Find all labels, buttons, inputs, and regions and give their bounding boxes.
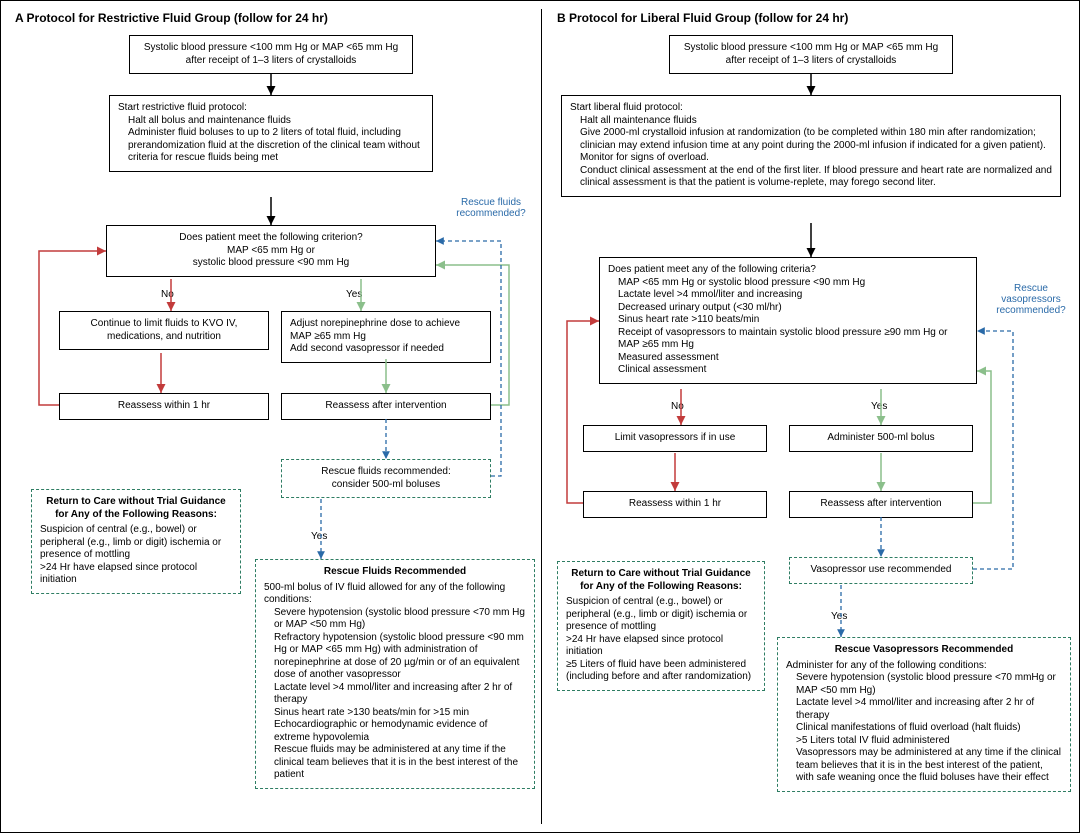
b-c3: Sinus heart rate >110 beats/min	[608, 314, 968, 327]
a-no-box: Continue to limit fluids to KVO IV, medi…	[59, 311, 269, 350]
a-start-line-0: Halt all bolus and maintenance fluids	[118, 115, 424, 128]
b-c5: Measured assessment	[608, 352, 968, 365]
a-start-line-1: Administer fluid boluses to up to 2 lite…	[118, 127, 424, 165]
b-reassess-yes: Reassess after intervention	[789, 491, 973, 518]
a-start-header: Start restrictive fluid protocol:	[118, 102, 424, 115]
panel-b-title: B Protocol for Liberal Fluid Group (foll…	[557, 11, 848, 25]
b-rescue-big-box: Rescue Vasopressors Recommended Administ…	[777, 637, 1071, 792]
b-rescue-yes-label: Yes	[831, 611, 847, 622]
a-criterion-l0: MAP <65 mm Hg or	[115, 245, 427, 258]
b-entry-box: Systolic blood pressure <100 mm Hg or MA…	[669, 35, 953, 74]
b-c0: MAP <65 mm Hg or systolic blood pressure…	[608, 277, 968, 290]
a-no-label: No	[161, 289, 174, 300]
a-rescue-q-label: Rescue fluidsrecommended?	[446, 197, 536, 219]
b-vaso-rec-box: Vasopressor use recommended	[789, 557, 973, 584]
b-rescue-intro: Administer for any of the following cond…	[786, 660, 1062, 673]
panel-divider	[541, 9, 542, 824]
b-criterion-box: Does patient meet any of the following c…	[599, 257, 977, 384]
b-start-header: Start liberal fluid protocol:	[570, 102, 1052, 115]
b-return-l1: >24 Hr have elapsed since protocol initi…	[566, 634, 756, 659]
b-yes-label: Yes	[871, 401, 887, 412]
b-rescue-l0: Severe hypotension (systolic blood press…	[786, 672, 1062, 697]
b-no-box: Limit vasopressors if in use	[583, 425, 767, 452]
panel-a-title: A Protocol for Restrictive Fluid Group (…	[15, 11, 328, 25]
b-return-l2: ≥5 Liters of fluid have been administere…	[566, 659, 756, 684]
a-rescue-rec-box: Rescue fluids recommended:consider 500-m…	[281, 459, 491, 498]
a-criterion-l1: systolic blood pressure <90 mm Hg	[115, 257, 427, 270]
b-reassess-no: Reassess within 1 hr	[583, 491, 767, 518]
figure: A Protocol for Restrictive Fluid Group (…	[0, 0, 1080, 833]
b-return-box: Return to Care without Trial Guidance fo…	[557, 561, 765, 691]
a-yes-box: Adjust norepinephrine dose to achieve MA…	[281, 311, 491, 363]
a-criterion-q: Does patient meet the following criterio…	[115, 232, 427, 245]
b-rescue-l3: >5 Liters total IV fluid administered	[786, 735, 1062, 748]
b-rescue-q-label: Rescuevasopressorsrecommended?	[986, 283, 1076, 316]
b-start-box: Start liberal fluid protocol: Halt all m…	[561, 95, 1061, 197]
b-rescue-l4: Vasopressors may be administered at any …	[786, 747, 1062, 785]
a-yes-l1: Add second vasopressor if needed	[290, 343, 482, 356]
b-start-l1: Give 2000-ml crystalloid infusion at ran…	[570, 127, 1052, 165]
b-return-title: Return to Care without Trial Guidance fo…	[566, 568, 756, 593]
a-rescue-big-title: Rescue Fluids Recommended	[264, 566, 526, 579]
a-return-title: Return to Care without Trial Guidance fo…	[40, 496, 232, 521]
b-c4: Receipt of vasopressors to maintain syst…	[608, 327, 968, 352]
a-rescue-intro: 500-ml bolus of IV fluid allowed for any…	[264, 582, 526, 607]
a-reassess-no: Reassess within 1 hr	[59, 393, 269, 420]
b-c6: Clinical assessment	[608, 364, 968, 377]
b-c2: Decreased urinary output (<30 ml/hr)	[608, 302, 968, 315]
b-c1: Lactate level >4 mmol/liter and increasi…	[608, 289, 968, 302]
a-yes-label: Yes	[346, 289, 362, 300]
a-reassess-yes: Reassess after intervention	[281, 393, 491, 420]
a-return-box: Return to Care without Trial Guidance fo…	[31, 489, 241, 594]
b-start-l0: Halt all maintenance fluids	[570, 115, 1052, 128]
a-rescue-l2: Lactate level >4 mmol/liter and increasi…	[264, 682, 526, 707]
a-yes-l0: Adjust norepinephrine dose to achieve MA…	[290, 318, 482, 343]
b-no-label: No	[671, 401, 684, 412]
a-return-l1: >24 Hr have elapsed since protocol initi…	[40, 562, 232, 587]
b-start-l2: Conduct clinical assessment at the end o…	[570, 165, 1052, 190]
b-rescue-big-title: Rescue Vasopressors Recommended	[786, 644, 1062, 657]
a-start-box: Start restrictive fluid protocol: Halt a…	[109, 95, 433, 172]
a-rescue-yes-label: Yes	[311, 531, 327, 542]
a-rescue-l3: Sinus heart rate >130 beats/min for >15 …	[264, 707, 526, 720]
b-yes-box: Administer 500-ml bolus	[789, 425, 973, 452]
a-rescue-l5: Rescue fluids may be administered at any…	[264, 744, 526, 782]
a-criterion-box: Does patient meet the following criterio…	[106, 225, 436, 277]
b-criterion-q: Does patient meet any of the following c…	[608, 264, 968, 277]
b-rescue-l2: Clinical manifestations of fluid overloa…	[786, 722, 1062, 735]
b-rescue-l1: Lactate level >4 mmol/liter and increasi…	[786, 697, 1062, 722]
a-return-l0: Suspicion of central (e.g., bowel) or pe…	[40, 524, 232, 562]
a-rescue-l1: Refractory hypotension (systolic blood p…	[264, 632, 526, 682]
b-return-l0: Suspicion of central (e.g., bowel) or pe…	[566, 596, 756, 634]
a-rescue-l0: Severe hypotension (systolic blood press…	[264, 607, 526, 632]
a-rescue-l4: Echocardiographic or hemodynamic evidenc…	[264, 719, 526, 744]
a-rescue-big-box: Rescue Fluids Recommended 500-ml bolus o…	[255, 559, 535, 789]
a-entry-box: Systolic blood pressure <100 mm Hg or MA…	[129, 35, 413, 74]
